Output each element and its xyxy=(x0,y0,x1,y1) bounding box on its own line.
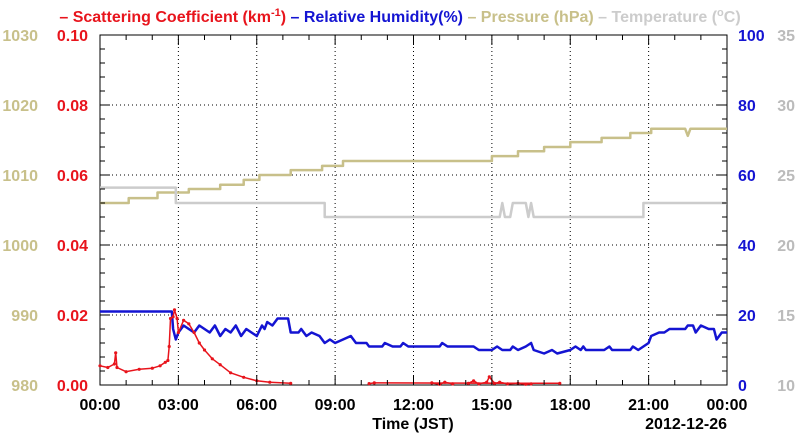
legend-entry: – Temperature ( xyxy=(594,9,718,26)
data-point xyxy=(242,375,246,379)
x-axis-label: Time (JST) xyxy=(372,416,454,433)
humidity-tick-label: 80 xyxy=(738,98,756,115)
pressure-tick-label: 990 xyxy=(11,308,38,325)
data-point xyxy=(487,375,491,379)
temperature-tick-label: 10 xyxy=(777,378,795,395)
data-point xyxy=(367,382,371,386)
data-point xyxy=(472,379,476,383)
scattering-tick-label: 0.02 xyxy=(57,308,88,325)
temperature-tick-label: 15 xyxy=(777,308,795,325)
series-line-humidity xyxy=(100,310,727,355)
data-point xyxy=(112,362,116,366)
data-point xyxy=(150,366,154,370)
series-line-scattering xyxy=(368,382,560,385)
data-point xyxy=(171,315,175,319)
series-line-temperature xyxy=(100,186,727,219)
data-point xyxy=(137,367,141,371)
x-tick-label: 00:00 xyxy=(80,397,121,414)
data-point xyxy=(168,316,173,321)
axes: 98099010001010102010300.000.020.040.060.… xyxy=(2,28,795,414)
legend-entry: – Pressure (hPa) xyxy=(463,9,594,26)
data-point xyxy=(229,371,233,375)
pressure-tick-label: 1000 xyxy=(2,238,38,255)
data-point xyxy=(158,364,162,368)
legend-entry-tail: ) xyxy=(281,9,286,26)
legend-superscript: o xyxy=(717,7,724,19)
data-point xyxy=(124,370,128,374)
scattering-tick-label: 0.08 xyxy=(57,98,88,115)
legend-text: – Scattering Coefficient (km-1) – Relati… xyxy=(59,7,740,26)
temperature-tick-label: 20 xyxy=(777,238,795,255)
data-point xyxy=(176,330,180,335)
data-point xyxy=(218,363,222,367)
x-tick-label: 00:00 xyxy=(707,397,748,414)
data-point xyxy=(372,381,376,385)
x-tick-label: 12:00 xyxy=(393,397,434,414)
data-point xyxy=(210,357,214,361)
data-point xyxy=(163,360,167,364)
humidity-tick-label: 0 xyxy=(738,378,747,395)
data-point xyxy=(115,365,119,370)
legend-entry-tail: C) xyxy=(724,9,741,26)
pressure-tick-label: 1020 xyxy=(2,98,38,115)
scattering-tick-label: 0.06 xyxy=(57,168,88,185)
data-point xyxy=(167,344,171,349)
scattering-tick-label: 0.04 xyxy=(57,238,88,255)
data-point xyxy=(197,341,201,345)
humidity-tick-label: 20 xyxy=(738,308,756,325)
data-point xyxy=(175,316,179,321)
x-tick-label: 21:00 xyxy=(628,397,669,414)
data-point xyxy=(192,330,196,335)
x-tick-label: 06:00 xyxy=(236,397,277,414)
legend-entry: – Relative Humidity(%) xyxy=(286,9,463,26)
humidity-tick-label: 100 xyxy=(738,28,765,45)
legend-entry: – Scattering Coefficient (km xyxy=(59,9,271,26)
scattering-tick-label: 0.00 xyxy=(57,378,88,395)
data-point xyxy=(558,381,562,385)
date-label: 2012-12-26 xyxy=(645,416,727,433)
x-tick-label: 15:00 xyxy=(471,397,512,414)
data-point xyxy=(106,365,110,370)
data-point xyxy=(182,318,186,322)
temperature-tick-label: 30 xyxy=(777,98,795,115)
pressure-tick-label: 1030 xyxy=(2,28,38,45)
data-point xyxy=(202,348,207,352)
data-point xyxy=(172,308,177,312)
data-point xyxy=(268,380,272,384)
scattering-tick-label: 0.10 xyxy=(57,28,88,45)
data-point xyxy=(114,351,118,355)
humidity-tick-label: 40 xyxy=(738,238,756,255)
x-tick-label: 09:00 xyxy=(315,397,356,414)
x-tick-label: 18:00 xyxy=(550,397,591,414)
pressure-tick-label: 980 xyxy=(11,378,38,395)
data-point xyxy=(166,358,170,363)
series xyxy=(98,127,727,386)
pressure-tick-label: 1010 xyxy=(2,168,38,185)
data-point xyxy=(289,381,293,385)
grid xyxy=(100,35,727,385)
data-point xyxy=(98,364,102,368)
legend: – Scattering Coefficient (km-1) – Relati… xyxy=(59,7,740,26)
temperature-tick-label: 35 xyxy=(777,28,795,45)
x-tick-label: 03:00 xyxy=(158,397,199,414)
temperature-tick-label: 25 xyxy=(777,168,795,185)
data-point xyxy=(187,322,191,326)
legend-superscript: -1 xyxy=(271,7,281,19)
series-line-pressure xyxy=(100,127,727,205)
series-line-scattering xyxy=(99,309,291,385)
humidity-tick-label: 60 xyxy=(738,168,756,185)
